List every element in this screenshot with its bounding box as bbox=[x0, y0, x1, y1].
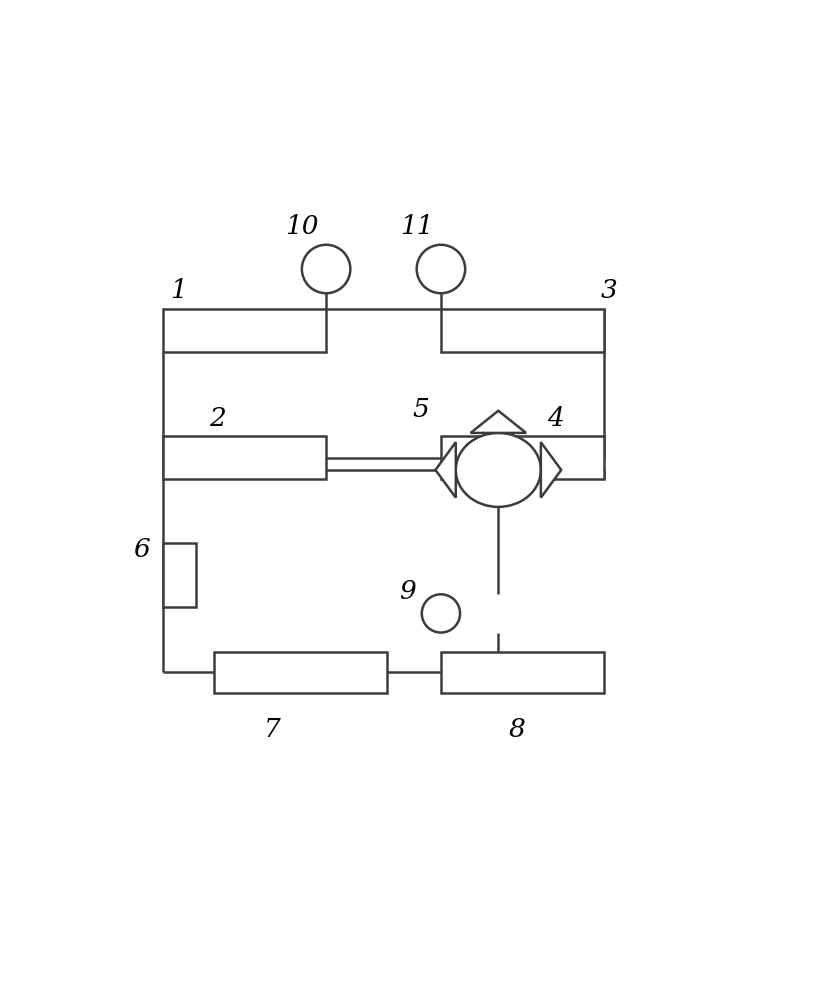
Text: 9: 9 bbox=[399, 579, 416, 604]
Bar bbox=[441, 436, 603, 479]
Text: 5: 5 bbox=[412, 397, 429, 422]
Bar bbox=[215, 652, 387, 693]
Circle shape bbox=[421, 594, 460, 633]
Polygon shape bbox=[435, 442, 456, 498]
Text: 10: 10 bbox=[285, 214, 319, 239]
Circle shape bbox=[302, 245, 351, 293]
Text: 4: 4 bbox=[547, 406, 564, 431]
Text: 1: 1 bbox=[170, 278, 187, 303]
Bar bbox=[441, 309, 603, 352]
Text: 7: 7 bbox=[263, 717, 281, 742]
Text: 3: 3 bbox=[600, 278, 617, 303]
Text: 11: 11 bbox=[401, 214, 434, 239]
Bar bbox=[163, 543, 196, 607]
Bar bbox=[441, 652, 603, 693]
Ellipse shape bbox=[456, 433, 541, 507]
Polygon shape bbox=[541, 442, 561, 498]
Text: 8: 8 bbox=[509, 717, 526, 742]
Bar bbox=[164, 436, 326, 479]
Polygon shape bbox=[471, 411, 526, 433]
Bar bbox=[164, 309, 326, 352]
Text: 2: 2 bbox=[209, 406, 226, 431]
Text: 6: 6 bbox=[133, 537, 150, 562]
Circle shape bbox=[416, 245, 465, 293]
